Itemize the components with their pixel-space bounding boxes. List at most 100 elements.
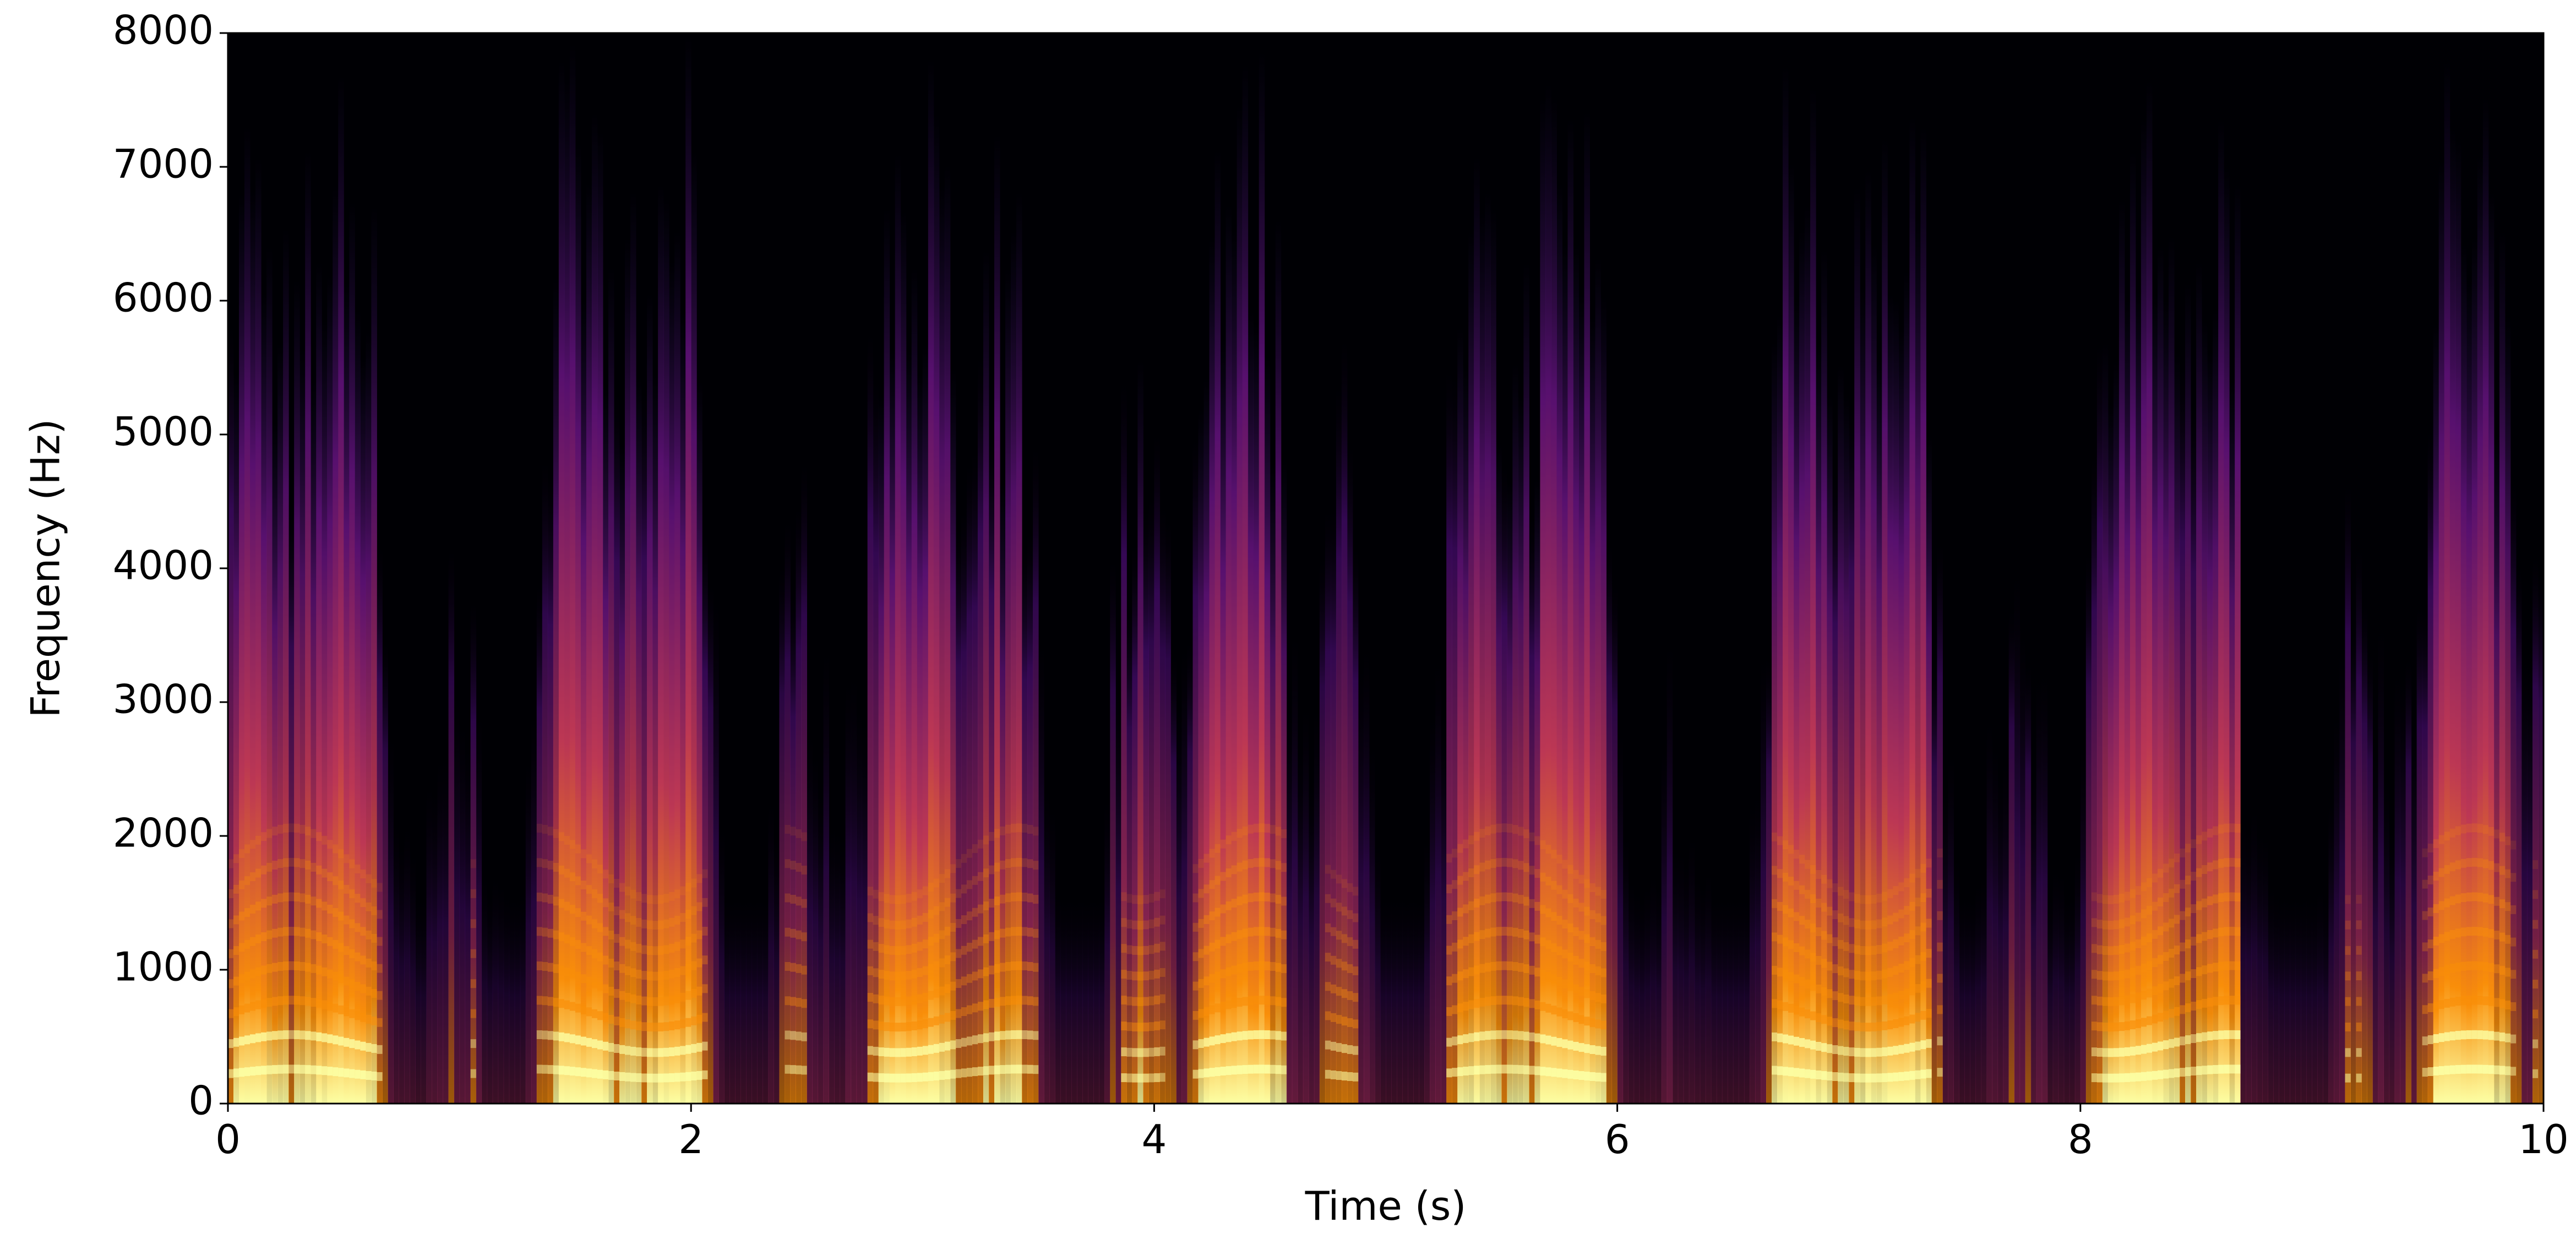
harmonic-band — [2471, 857, 2478, 867]
spectrogram-column — [911, 268, 918, 1104]
spectrogram-column — [1308, 773, 1315, 1104]
spectrogram-column — [884, 208, 890, 1104]
harmonic-band — [2224, 996, 2230, 1005]
harmonic-band — [906, 1073, 912, 1083]
harmonic-band — [2185, 1067, 2191, 1077]
spectrogram-column — [1711, 889, 1717, 1104]
harmonic-band — [2449, 862, 2456, 872]
harmonic-band — [1490, 824, 1496, 834]
spectrogram-column — [487, 885, 493, 1104]
harmonic-band — [2345, 1023, 2351, 1032]
harmonic-band — [1154, 1021, 1160, 1030]
harmonic-band — [1203, 854, 1210, 863]
harmonic-band — [1893, 966, 1899, 975]
harmonic-band — [1937, 942, 1943, 952]
harmonic-band — [1330, 870, 1337, 879]
harmonic-band — [1027, 1030, 1033, 1040]
harmonic-band — [1148, 919, 1154, 928]
harmonic-band — [2493, 829, 2500, 839]
harmonic-band — [900, 1048, 907, 1057]
harmonic-band — [2107, 971, 2114, 981]
harmonic-band — [1904, 906, 1910, 915]
harmonic-band — [691, 933, 697, 943]
harmonic-band — [2356, 920, 2362, 930]
harmonic-band — [1529, 832, 1535, 841]
harmonic-band — [1143, 971, 1149, 981]
harmonic-band — [2107, 895, 2114, 904]
spectrogram-column — [1022, 537, 1028, 1104]
harmonic-band — [586, 854, 592, 863]
harmonic-band — [614, 989, 620, 998]
spectrogram-column — [2008, 601, 2015, 1104]
harmonic-band — [983, 1000, 989, 1009]
harmonic-band — [1468, 868, 1474, 877]
harmonic-band — [2532, 920, 2539, 929]
harmonic-band — [1887, 994, 1893, 1003]
spectrogram-column — [316, 262, 322, 1104]
spectrogram-column — [1672, 837, 1679, 1104]
harmonic-band — [542, 996, 548, 1006]
spectrogram-column — [311, 380, 317, 1104]
harmonic-band — [961, 946, 967, 955]
harmonic-band — [2471, 961, 2478, 970]
harmonic-band — [983, 1033, 989, 1042]
harmonic-band — [928, 937, 934, 946]
harmonic-band — [1772, 899, 1778, 908]
harmonic-band — [2422, 1068, 2428, 1077]
harmonic-band — [966, 1068, 973, 1077]
spectrogram-column — [2229, 381, 2235, 1104]
spectrogram-column — [2345, 476, 2351, 1104]
spectrogram-column — [1639, 889, 1646, 1104]
harmonic-band — [939, 986, 945, 996]
harmonic-band — [1259, 892, 1265, 901]
harmonic-band — [630, 1046, 636, 1056]
harmonic-band — [228, 889, 234, 898]
spectrogram-column — [2317, 880, 2323, 1104]
spectrogram-column — [1055, 885, 1061, 1104]
harmonic-band — [685, 991, 691, 1000]
spectrogram-column — [1518, 395, 1524, 1104]
spectrogram-column — [2361, 596, 2368, 1104]
harmonic-band — [691, 906, 697, 915]
harmonic-band — [680, 992, 686, 1002]
harmonic-band — [944, 869, 951, 878]
harmonic-band — [2124, 1073, 2131, 1082]
harmonic-band — [2202, 898, 2208, 908]
spectrogram-column — [2306, 889, 2312, 1104]
harmonic-band — [1529, 999, 1535, 1008]
harmonic-band — [911, 1047, 918, 1056]
harmonic-band — [1325, 923, 1331, 932]
harmonic-band — [1898, 964, 1904, 973]
harmonic-band — [1281, 930, 1287, 939]
harmonic-band — [1352, 1046, 1359, 1055]
harmonic-band — [2180, 942, 2186, 952]
spectrogram-column — [2218, 119, 2224, 1104]
harmonic-band — [2130, 1046, 2136, 1056]
x-tick-label: 10 — [2518, 1116, 2569, 1162]
harmonic-band — [1915, 1013, 1921, 1022]
harmonic-band — [2466, 823, 2472, 833]
spectrogram-column — [2422, 601, 2428, 1104]
harmonic-band — [1838, 1019, 1844, 1029]
harmonic-band — [272, 827, 278, 836]
harmonic-band — [2158, 1070, 2164, 1079]
harmonic-band — [1496, 858, 1502, 867]
spectrogram-column — [851, 660, 857, 1104]
spectrogram-column — [1628, 871, 1635, 1104]
harmonic-band — [470, 1009, 477, 1018]
harmonic-band — [1496, 927, 1502, 936]
harmonic-band — [569, 937, 576, 946]
harmonic-band — [311, 897, 317, 906]
spectrogram-column — [2196, 262, 2202, 1104]
harmonic-band — [2466, 927, 2472, 936]
harmonic-band — [1909, 958, 1915, 968]
harmonic-band — [2202, 965, 2208, 975]
harmonic-band — [239, 849, 245, 859]
harmonic-band — [636, 892, 642, 901]
harmonic-band — [2158, 1041, 2164, 1051]
harmonic-band — [2235, 927, 2241, 936]
harmonic-band — [1033, 1065, 1039, 1074]
harmonic-band — [994, 1031, 1000, 1041]
harmonic-band — [1507, 858, 1513, 867]
spectrogram-column — [2455, 139, 2461, 1104]
